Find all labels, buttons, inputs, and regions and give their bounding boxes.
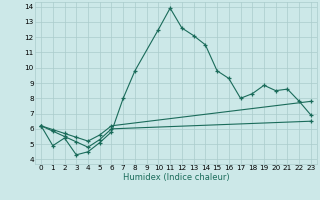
X-axis label: Humidex (Indice chaleur): Humidex (Indice chaleur) [123, 173, 229, 182]
